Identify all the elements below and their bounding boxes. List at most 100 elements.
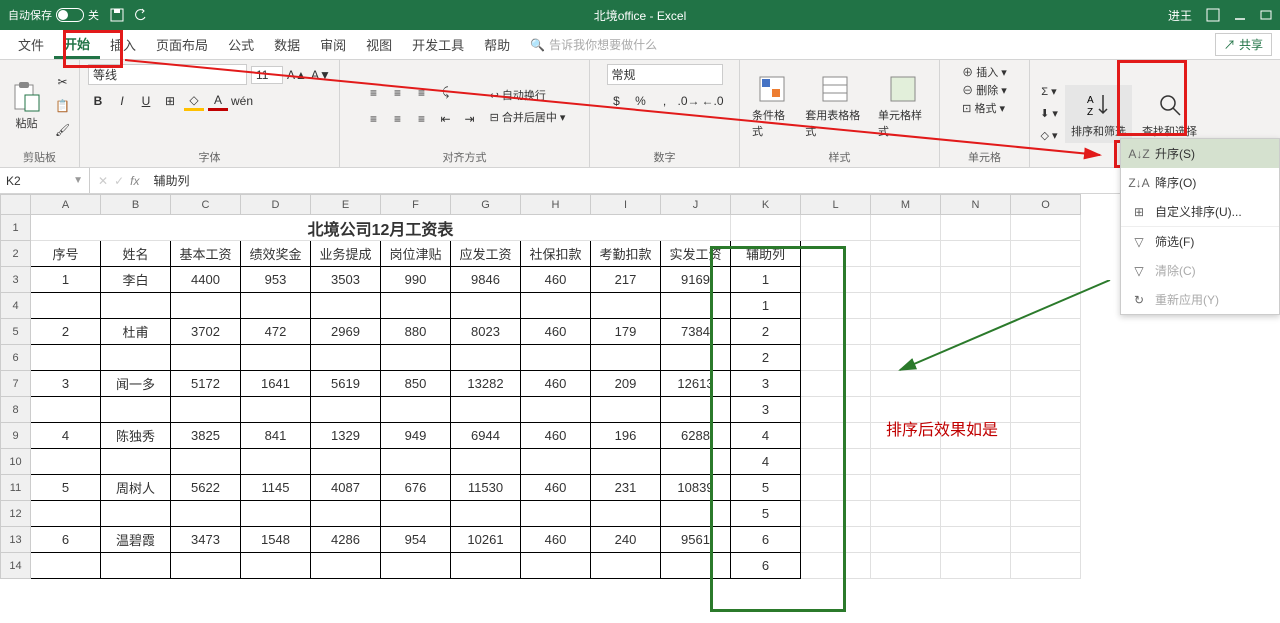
cell[interactable] (1011, 527, 1081, 553)
col-header[interactable]: N (941, 195, 1011, 215)
header-cell[interactable]: 基本工资 (171, 241, 241, 267)
data-cell[interactable]: 13282 (451, 371, 521, 397)
cell[interactable] (941, 527, 1011, 553)
autosum-icon[interactable]: Σ ▾ (1039, 82, 1059, 102)
data-cell[interactable] (521, 345, 591, 371)
data-cell[interactable]: 11530 (451, 475, 521, 501)
data-cell[interactable]: 2969 (311, 319, 381, 345)
data-cell[interactable]: 209 (591, 371, 661, 397)
row-header[interactable]: 12 (1, 501, 31, 527)
share-button[interactable]: ↗ 共享 (1215, 33, 1272, 56)
data-cell[interactable] (171, 501, 241, 527)
align-bottom-icon[interactable]: ≡ (412, 83, 432, 103)
row-header[interactable]: 7 (1, 371, 31, 397)
data-cell[interactable] (171, 449, 241, 475)
data-cell[interactable] (241, 345, 311, 371)
data-cell[interactable]: 1 (31, 267, 101, 293)
cell[interactable] (1011, 215, 1081, 241)
cell[interactable] (801, 423, 871, 449)
cell[interactable] (941, 319, 1011, 345)
increase-font-icon[interactable]: A▲ (287, 65, 307, 85)
data-cell[interactable]: 990 (381, 267, 451, 293)
header-cell[interactable]: 姓名 (101, 241, 171, 267)
data-cell[interactable] (381, 293, 451, 319)
percent-icon[interactable]: % (631, 91, 651, 111)
merge-button[interactable]: ⊟ 合并后居中 ▾ (490, 109, 566, 125)
cell[interactable] (941, 241, 1011, 267)
data-cell[interactable]: 850 (381, 371, 451, 397)
cell-style-button[interactable]: 单元格样式 (874, 71, 931, 141)
data-cell[interactable]: 4400 (171, 267, 241, 293)
cut-icon[interactable]: ✂ (53, 72, 73, 92)
comma-icon[interactable]: , (655, 91, 675, 111)
cell[interactable] (941, 215, 1011, 241)
tab-review[interactable]: 审阅 (310, 30, 356, 59)
cell[interactable] (871, 215, 941, 241)
cell[interactable] (801, 319, 871, 345)
data-cell[interactable] (171, 553, 241, 579)
data-cell[interactable] (311, 397, 381, 423)
find-select-button[interactable]: 查找和选择 (1138, 87, 1201, 141)
data-cell[interactable] (311, 345, 381, 371)
col-header[interactable]: M (871, 195, 941, 215)
data-cell[interactable]: 2 (731, 345, 801, 371)
data-cell[interactable]: 陈独秀 (101, 423, 171, 449)
data-cell[interactable] (101, 449, 171, 475)
maximize-icon[interactable] (1260, 9, 1272, 21)
header-cell[interactable]: 序号 (31, 241, 101, 267)
data-cell[interactable]: 李白 (101, 267, 171, 293)
name-box[interactable]: K2▼ (0, 168, 90, 193)
data-cell[interactable] (591, 397, 661, 423)
header-cell[interactable]: 考勤扣款 (591, 241, 661, 267)
border-icon[interactable]: ⊞ (160, 91, 180, 111)
row-header[interactable]: 8 (1, 397, 31, 423)
table-format-button[interactable]: 套用表格格式 (801, 71, 868, 141)
data-cell[interactable]: 6 (31, 527, 101, 553)
data-cell[interactable] (521, 501, 591, 527)
cell[interactable] (801, 475, 871, 501)
underline-icon[interactable]: U (136, 91, 156, 111)
row-header[interactable]: 6 (1, 345, 31, 371)
header-cell[interactable]: 实发工资 (661, 241, 731, 267)
data-cell[interactable] (381, 397, 451, 423)
cell[interactable] (1011, 371, 1081, 397)
data-cell[interactable]: 4 (31, 423, 101, 449)
data-cell[interactable]: 杜甫 (101, 319, 171, 345)
cell[interactable] (941, 371, 1011, 397)
col-header[interactable]: C (171, 195, 241, 215)
undo-icon[interactable] (133, 7, 149, 23)
cell[interactable] (1011, 553, 1081, 579)
col-header[interactable]: F (381, 195, 451, 215)
data-cell[interactable]: 4286 (311, 527, 381, 553)
clear-icon[interactable]: ◇ ▾ (1039, 126, 1059, 146)
ribbon-options-icon[interactable] (1206, 8, 1220, 22)
tab-layout[interactable]: 页面布局 (146, 30, 218, 59)
data-cell[interactable] (661, 345, 731, 371)
user-name[interactable]: 进王 (1168, 7, 1192, 24)
cell[interactable] (801, 527, 871, 553)
data-cell[interactable]: 温碧霞 (101, 527, 171, 553)
cell[interactable] (871, 241, 941, 267)
data-cell[interactable]: 4 (731, 449, 801, 475)
col-header[interactable]: I (591, 195, 661, 215)
data-cell[interactable] (101, 501, 171, 527)
format-painter-icon[interactable]: 🖌 (53, 120, 73, 140)
header-cell[interactable]: 业务提成 (311, 241, 381, 267)
tab-home[interactable]: 开始 (54, 30, 100, 59)
bold-icon[interactable]: B (88, 91, 108, 111)
data-cell[interactable] (101, 397, 171, 423)
data-cell[interactable] (591, 449, 661, 475)
cell[interactable] (801, 215, 871, 241)
cell[interactable] (941, 345, 1011, 371)
data-cell[interactable] (241, 293, 311, 319)
data-cell[interactable] (521, 449, 591, 475)
cell[interactable] (1011, 423, 1081, 449)
data-cell[interactable]: 6 (731, 527, 801, 553)
data-cell[interactable]: 3473 (171, 527, 241, 553)
cell[interactable] (801, 371, 871, 397)
number-format-select[interactable]: 常规 (607, 64, 723, 85)
data-cell[interactable]: 240 (591, 527, 661, 553)
cell[interactable] (941, 553, 1011, 579)
data-cell[interactable]: 6 (731, 553, 801, 579)
tab-insert[interactable]: 插入 (100, 30, 146, 59)
